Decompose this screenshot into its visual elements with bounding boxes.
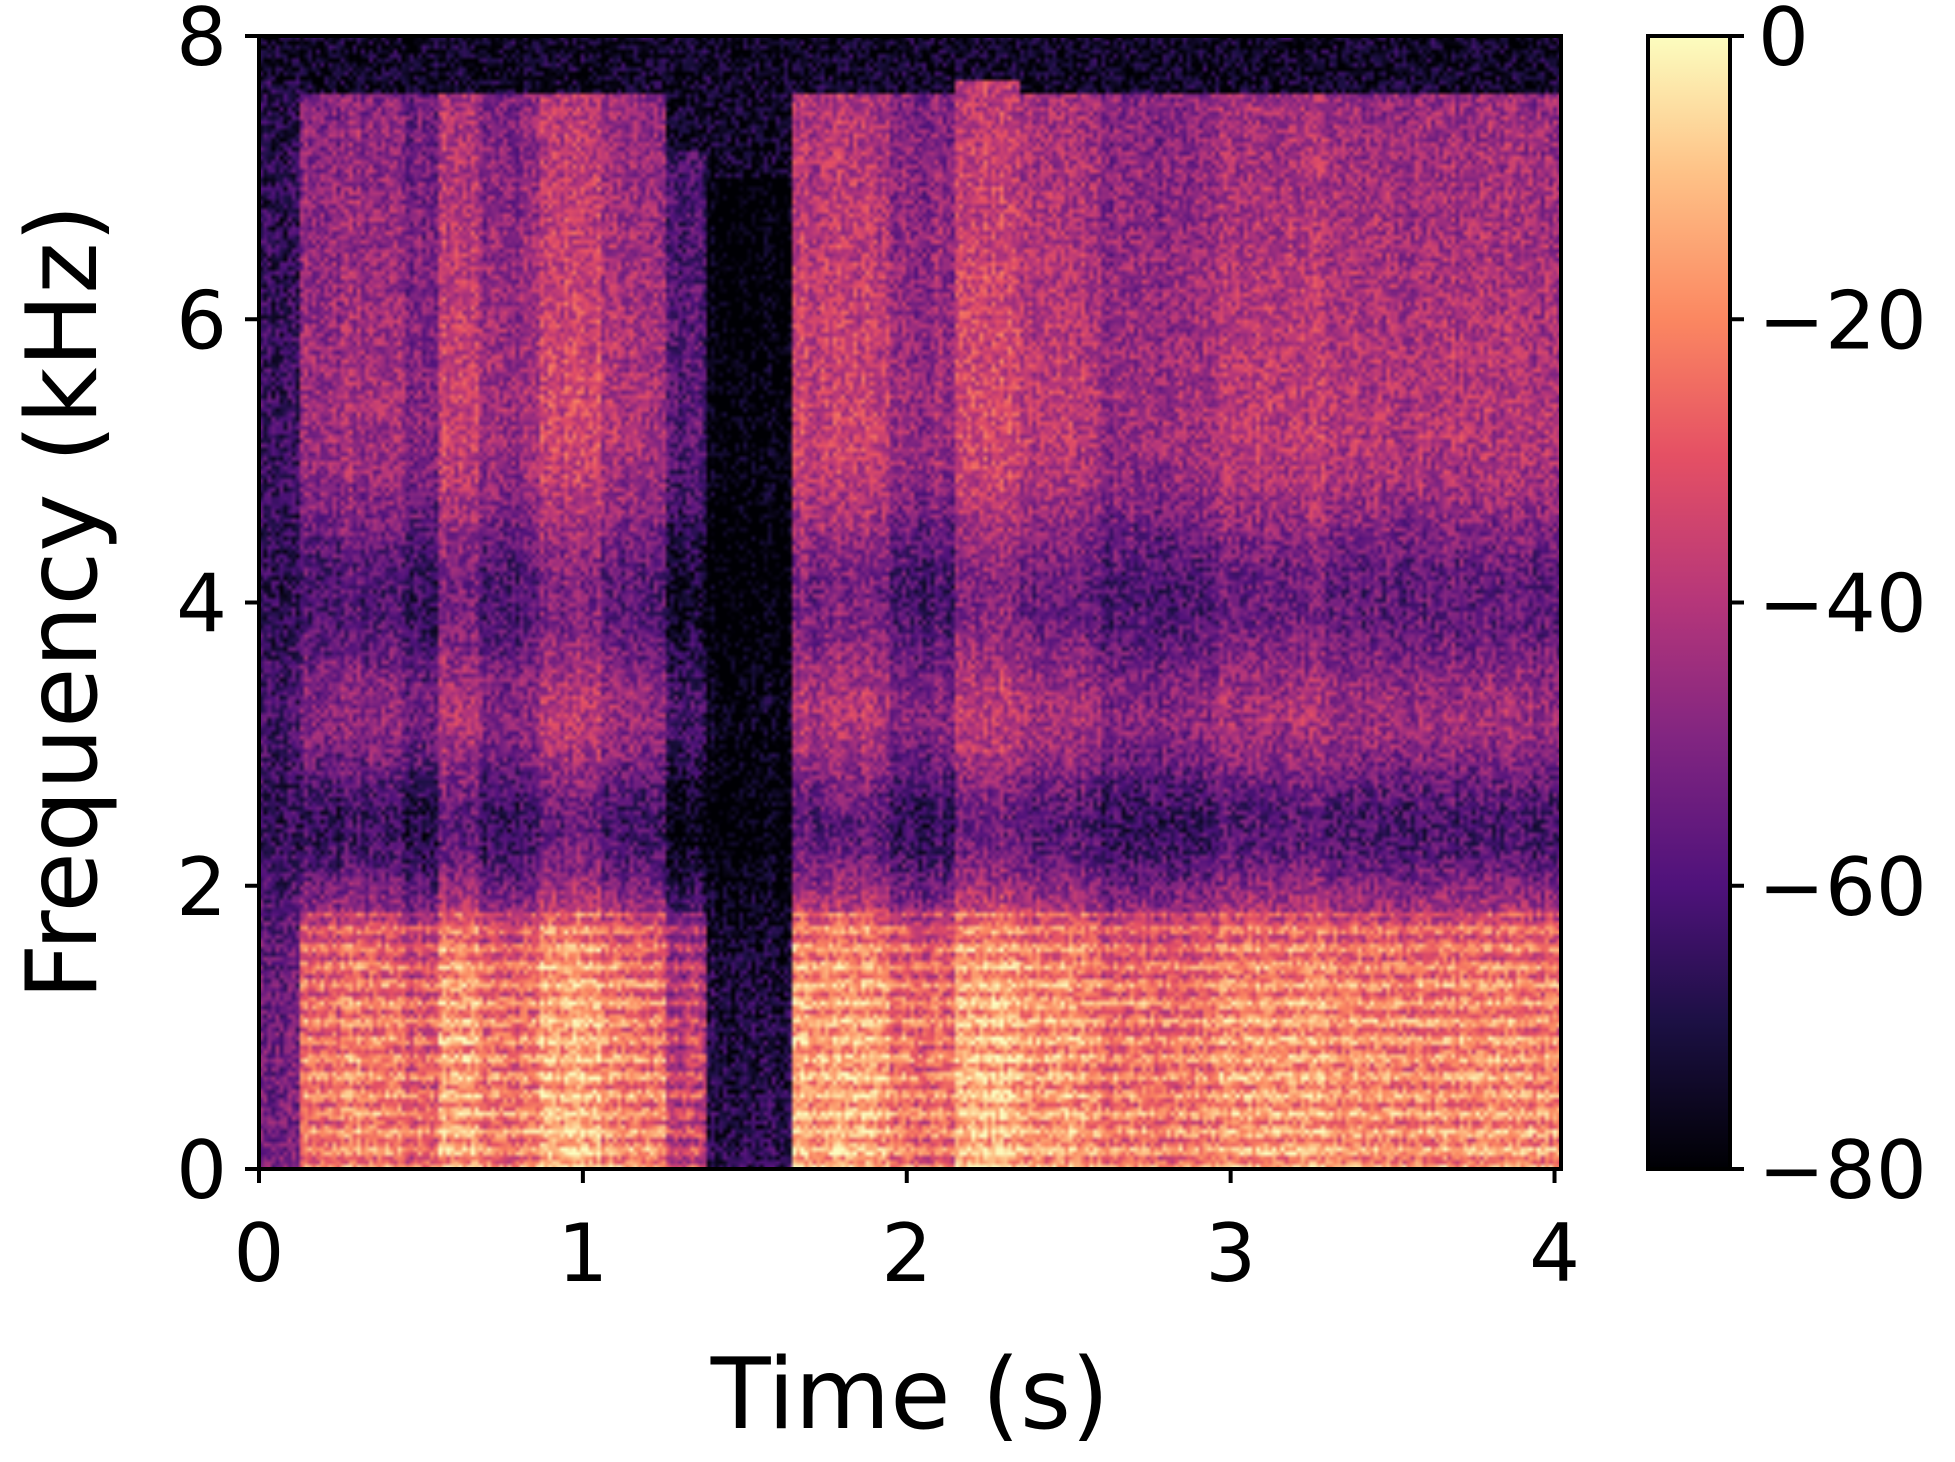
colorbar-tick-label: −60 [1758,841,1927,934]
colorbar-gradient [1648,36,1730,1169]
colorbar-tick-label: −80 [1758,1124,1927,1217]
y-axis: 0 2 4 6 8 [176,0,259,1217]
y-tick-label: 6 [176,274,227,367]
heatmap-layer [259,36,1561,1169]
x-tick-label: 4 [1529,1207,1580,1300]
y-tick-label: 4 [176,558,227,651]
x-tick-label: 2 [881,1207,932,1300]
colorbar: 0 −20 −40 −60 −80 [1646,0,1927,1217]
y-tick-label: 0 [176,1124,227,1217]
x-tick-label: 1 [557,1207,608,1300]
x-tick-label: 0 [234,1207,285,1300]
colorbar-ticks: 0 −20 −40 −60 −80 [1730,0,1927,1217]
y-tick-label: 2 [176,841,227,934]
colorbar-tick-label: −40 [1758,558,1927,651]
spectrogram-heatmap [259,36,1561,1169]
colorbar-tick-label: −20 [1758,274,1927,367]
x-tick-label: 3 [1205,1207,1256,1300]
x-axis: 0 1 2 3 4 [234,1169,1580,1300]
y-axis-label: Frequency (kHz) [6,204,120,1000]
x-axis-label: Time (s) [710,1338,1110,1452]
y-tick-label: 8 [176,0,227,84]
colorbar-tick-label: 0 [1758,0,1809,84]
